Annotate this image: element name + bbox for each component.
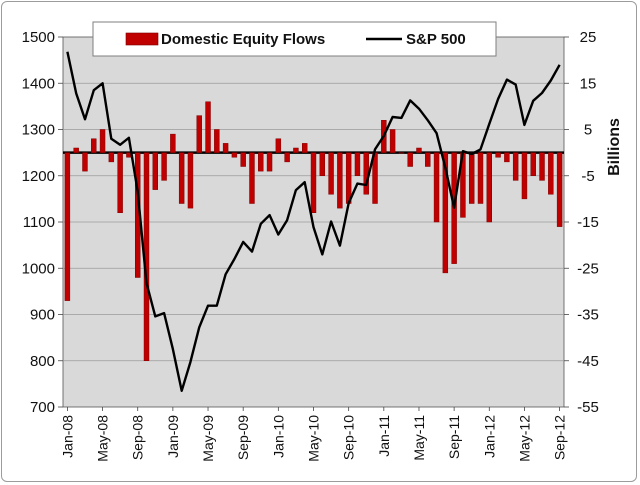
right-tick-label: -45 <box>577 353 599 370</box>
left-tick-label: 1100 <box>23 214 55 231</box>
left-tick-label: 900 <box>30 307 55 324</box>
bar <box>293 147 299 153</box>
bar <box>416 147 422 153</box>
bar <box>433 152 440 223</box>
bar <box>504 152 510 163</box>
bar <box>214 129 220 153</box>
bar <box>161 152 167 181</box>
bar <box>249 152 255 204</box>
bar <box>319 152 326 176</box>
x-tick-label: May-10 <box>306 415 322 462</box>
bar <box>337 152 343 209</box>
bar <box>231 152 238 158</box>
bar <box>398 152 405 154</box>
x-tick-label: Jan-10 <box>270 415 286 458</box>
bar <box>539 152 545 181</box>
x-tick-label: May-12 <box>516 415 532 462</box>
x-tick-label: Sep-11 <box>446 415 462 459</box>
bar <box>99 129 106 153</box>
right-tick-label: 15 <box>580 75 597 92</box>
bar <box>170 133 176 153</box>
left-tick-label: 700 <box>30 399 55 416</box>
bar <box>196 115 202 153</box>
bar <box>178 152 185 204</box>
x-tick-label: Jan-12 <box>481 415 497 458</box>
left-tick-label: 1500 <box>22 29 55 46</box>
bar <box>495 152 501 158</box>
left-tick-label: 1000 <box>22 260 55 277</box>
right-axis-title: Billions <box>606 118 623 176</box>
bar <box>73 147 79 153</box>
bar <box>556 152 563 227</box>
bar <box>468 152 475 204</box>
left-tick-label: 1400 <box>22 75 55 92</box>
x-tick-label: Sep-12 <box>552 415 568 460</box>
bar <box>328 152 334 195</box>
legend-line-label: S&P 500 <box>406 31 466 48</box>
bar <box>117 152 123 213</box>
bar <box>82 152 88 172</box>
sp500-line <box>66 51 561 392</box>
legend-bar-swatch <box>125 32 159 46</box>
bar <box>486 152 493 223</box>
x-tick-label: May-11 <box>411 415 427 461</box>
bar <box>152 152 159 190</box>
bar <box>548 152 554 195</box>
x-tick-label: Sep-10 <box>341 415 357 460</box>
bar <box>521 152 528 200</box>
bar <box>530 152 536 176</box>
bar <box>91 138 97 153</box>
bar <box>425 152 431 167</box>
bar <box>310 152 317 213</box>
right-tick-label: -15 <box>577 214 599 231</box>
x-tick-label: Jan-11 <box>376 415 392 457</box>
bar <box>205 101 211 153</box>
bar <box>345 152 352 204</box>
x-tick-label: Jan-08 <box>59 415 75 458</box>
bar <box>64 152 71 301</box>
legend: Domestic Equity Flows S&P 500 <box>92 21 497 57</box>
legend-bar-label: Domestic Equity Flows <box>161 31 325 48</box>
x-tick-label: Sep-08 <box>130 415 146 460</box>
x-tick-label: Jan-09 <box>165 415 181 458</box>
bar <box>187 152 194 209</box>
left-tick-label: 1300 <box>22 122 55 139</box>
legend-box <box>92 21 497 57</box>
bar <box>108 152 115 163</box>
bar <box>407 152 413 167</box>
right-tick-label: -5 <box>581 168 594 185</box>
x-tick-label: May-09 <box>200 415 216 462</box>
bar <box>284 152 290 163</box>
bar <box>512 152 519 181</box>
right-tick-label: -25 <box>577 260 599 277</box>
bar <box>442 152 449 274</box>
right-tick-label: 25 <box>580 29 597 46</box>
right-tick-label: -55 <box>577 399 599 416</box>
right-tick-label: -35 <box>577 307 599 324</box>
bar <box>266 152 273 172</box>
bar <box>477 152 484 204</box>
x-tick-label: Sep-09 <box>235 415 251 460</box>
bar <box>258 152 264 172</box>
bar <box>354 152 361 176</box>
bar <box>275 138 282 153</box>
right-tick-label: 5 <box>584 122 592 139</box>
bar <box>240 152 246 167</box>
left-tick-label: 1200 <box>22 168 55 185</box>
bar <box>222 143 229 153</box>
bar <box>301 143 308 153</box>
bar <box>389 129 396 153</box>
x-tick-label: May-08 <box>95 415 111 462</box>
left-tick-label: 800 <box>30 353 55 370</box>
